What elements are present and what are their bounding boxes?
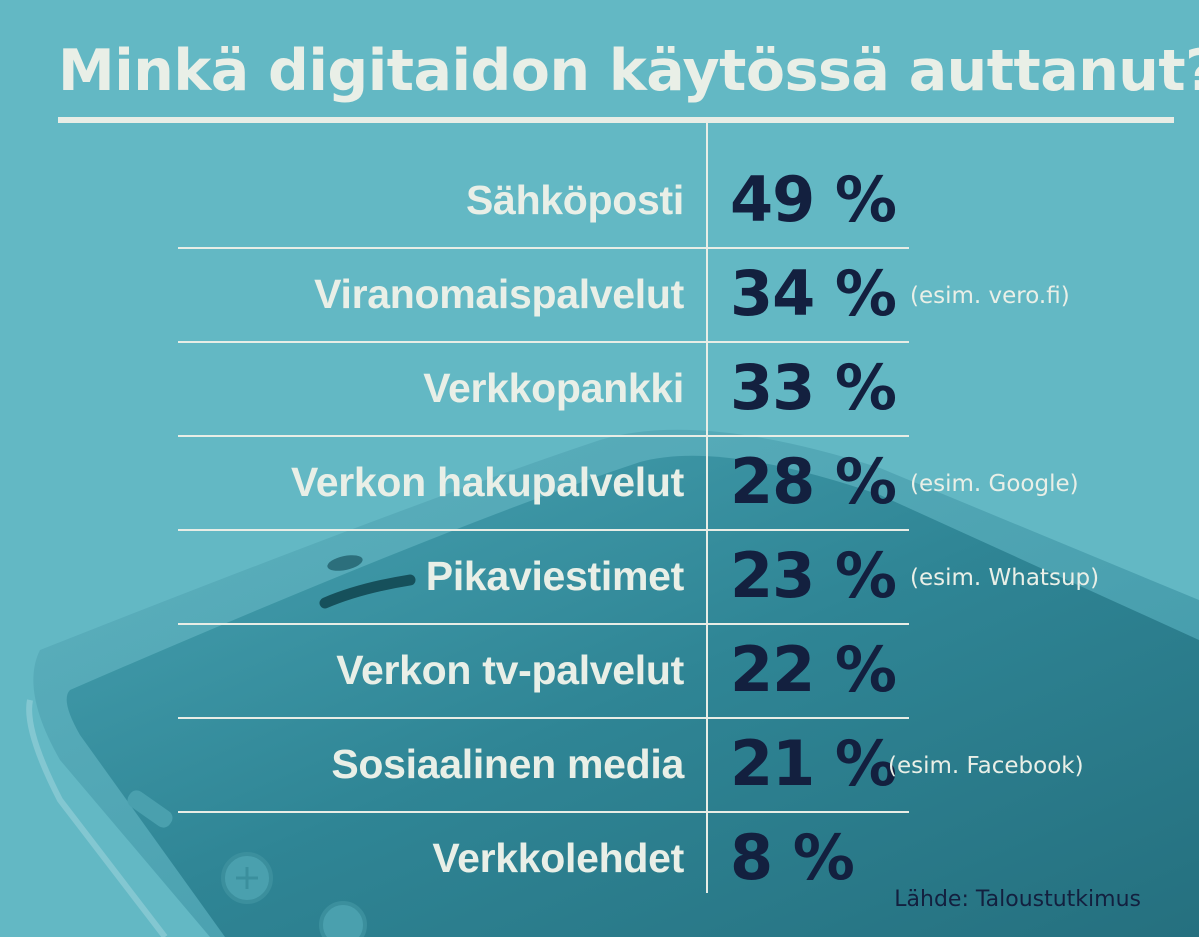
value-label: 21 % [730, 727, 897, 800]
category-label: Sosiaalinen media [331, 741, 684, 787]
example-note: (esim. Whatsup) [910, 565, 1100, 591]
category-label: Verkon tv-palvelut [336, 647, 684, 693]
example-note: (esim. Google) [910, 471, 1079, 497]
value-label: 33 % [730, 351, 897, 424]
row-divider [178, 529, 909, 531]
category-label: Verkon hakupalvelut [290, 459, 684, 505]
column-divider [706, 117, 708, 893]
value-label: 28 % [730, 445, 897, 518]
value-label: 22 % [730, 633, 897, 706]
value-label: 23 % [730, 539, 897, 612]
example-note: (esim. Facebook) [888, 753, 1084, 779]
row-divider [178, 341, 909, 343]
category-label: Verkkopankki [423, 365, 684, 411]
row-divider [178, 247, 909, 249]
table-row: Verkkolehdet 8 % [0, 813, 1199, 907]
category-label: Pikaviestimet [425, 553, 685, 599]
category-label: Viranomaispalvelut [314, 271, 684, 317]
value-label: 34 % [730, 257, 897, 330]
chart-title: Minkä digitaidon käytössä auttanut? [58, 38, 1199, 104]
table-row: Verkkopankki 33 % [0, 343, 1199, 437]
table-row: Pikaviestimet 23 % (esim. Whatsup) [0, 531, 1199, 625]
row-divider [178, 717, 909, 719]
value-label: 49 % [730, 163, 897, 236]
category-label: Sähköposti [466, 177, 684, 223]
row-divider [178, 811, 909, 813]
example-note: (esim. vero.fi) [910, 283, 1070, 309]
table-row: Verkon tv-palvelut 22 % [0, 625, 1199, 719]
value-label: 8 % [730, 821, 855, 894]
table-row: Sosiaalinen media 21 % (esim. Facebook) [0, 719, 1199, 813]
category-label: Verkkolehdet [432, 835, 684, 881]
row-divider [178, 435, 909, 437]
title-divider [58, 117, 1174, 123]
table-row: Verkon hakupalvelut 28 % (esim. Google) [0, 437, 1199, 531]
row-divider [178, 623, 909, 625]
table-row: Sähköposti 49 % [0, 155, 1199, 249]
table-row: Viranomaispalvelut 34 % (esim. vero.fi) [0, 249, 1199, 343]
source-note: Lähde: Taloustutkimus [894, 887, 1141, 912]
